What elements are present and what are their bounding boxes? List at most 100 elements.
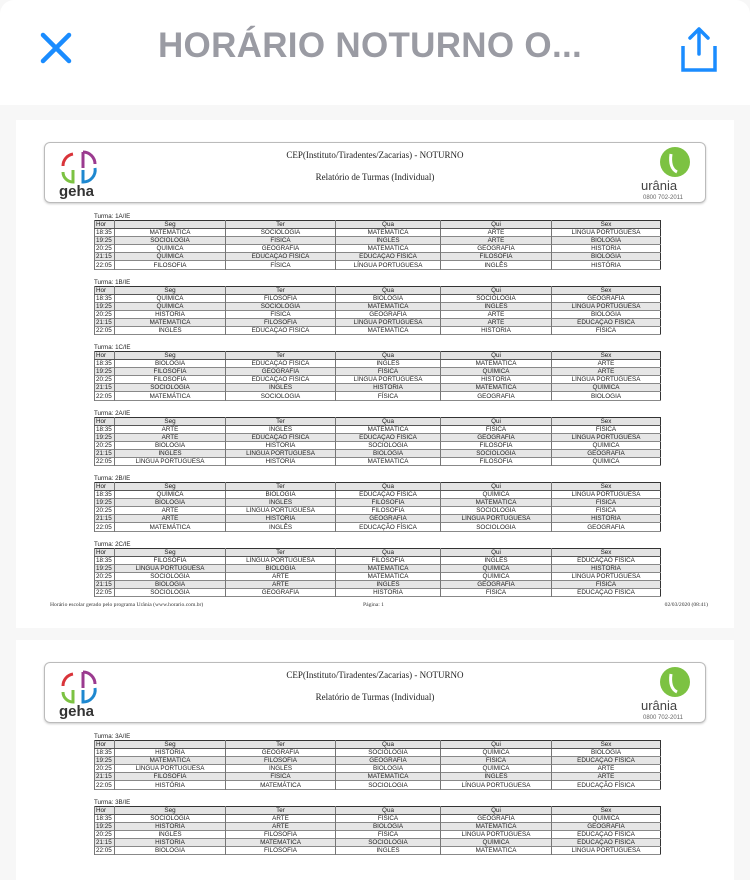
report-subtitle: Relatório de Turmas (Individual) bbox=[315, 172, 435, 182]
subject-cell: FILOSOFIA bbox=[225, 756, 336, 765]
column-header: Ter bbox=[225, 351, 336, 361]
table-row: 22:05 FILOSOFIA FÍSICA LÍNGUA PORTUGUESA ING… bbox=[94, 260, 661, 270]
table-row: 21:15 MATEMÁTICA FILOSOFIA LÍNGUA PORTUGUES… bbox=[94, 318, 661, 327]
subject-cell: INGLÊS bbox=[114, 326, 226, 335]
schedule-table: Hor Seg Ter Qua Qui Sex 18:35 BIOLOGIA EDUCAÇÃO … bbox=[94, 351, 661, 401]
subject-cell: FILOSOFIA bbox=[225, 846, 336, 855]
subject-cell: MATEMÁTICA bbox=[440, 846, 552, 855]
table-row: 22:05 INGLÊS EDUCAÇÃO FÍSICA MATEMÁTICA HIST… bbox=[94, 326, 661, 335]
subject-cell: FILOSOFIA bbox=[335, 498, 441, 507]
subject-cell: INGLÊS bbox=[335, 580, 441, 589]
turma-list: Turma: 1A/IE Hor Seg Ter Qua Qui Sex 18:35 MATEM… bbox=[16, 213, 661, 607]
column-header: Seg bbox=[114, 286, 226, 295]
report-header: geha urânia 0800 702-2011 CEP(Instituto/Tir… bbox=[44, 662, 706, 723]
table-row: 18:35 QUÍMICA FILOSOFIA BIOLOGIA SOCIOLOGIA G… bbox=[94, 294, 661, 303]
column-header: Qui bbox=[440, 286, 552, 295]
svg-text:geha: geha bbox=[59, 183, 95, 200]
subject-cell: SOCIOLOGIA bbox=[440, 506, 552, 515]
subject-cell: QUÍMICA bbox=[114, 294, 226, 303]
subject-cell: GEOGRAFIA bbox=[440, 391, 552, 401]
subject-cell: MATEMÁTICA bbox=[335, 228, 441, 237]
schedule-table: Hor Seg Ter Qua Qui Sex 18:35 QUÍMICA FILOSOFIA B… bbox=[94, 285, 661, 336]
turma-section: Turma: 1B/IE Hor Seg Ter Qua Qui Sex 18:35 QUÍMI… bbox=[94, 279, 661, 346]
column-header: Ter bbox=[225, 548, 336, 557]
subject-cell: FÍSICA bbox=[440, 425, 552, 434]
close-icon[interactable] bbox=[38, 30, 74, 66]
time-cell: 22:05 bbox=[94, 260, 115, 270]
column-header: Qui bbox=[440, 740, 552, 750]
table-row: 21:15 QUÍMICA EDUCAÇÃO FÍSICA EDUCAÇÃO FÍSI… bbox=[94, 252, 661, 261]
subject-cell: LÍNGUA PORTUGUESA bbox=[335, 260, 441, 270]
subject-cell: MATEMÁTICA bbox=[114, 318, 226, 327]
turma-section: Turma: 3A/IE Hor Seg Ter Qua Qui Sex 18:35 HISTÓ… bbox=[94, 733, 661, 800]
subject-cell: MATEMÁTICA bbox=[114, 228, 226, 237]
subject-cell: HISTÓRIA bbox=[114, 838, 226, 847]
subject-cell: LÍNGUA PORTUGUESA bbox=[551, 846, 661, 855]
time-cell: 19:25 bbox=[94, 564, 115, 573]
time-cell: 19:25 bbox=[94, 433, 115, 442]
school-name: CEP(Instituto/Tiradentes/Zacarias) - NOT… bbox=[286, 150, 464, 160]
svg-text:urânia: urânia bbox=[641, 698, 678, 713]
subject-cell: EDUCAÇÃO FÍSICA bbox=[225, 359, 336, 368]
column-header: Seg bbox=[114, 806, 226, 815]
column-header: Qui bbox=[440, 417, 552, 426]
document-page-2: geha urânia 0800 702-2011 CEP(Instituto/Tir… bbox=[16, 640, 734, 880]
subject-cell: LÍNGUA PORTUGUESA bbox=[551, 228, 661, 237]
table-row: 18:35 SOCIOLOGIA ARTE FÍSICA GEOGRAFIA QUÍMIC… bbox=[94, 814, 661, 823]
subject-cell: LÍNGUA PORTUGUESA bbox=[440, 514, 552, 523]
subject-cell: HISTÓRIA bbox=[551, 244, 661, 253]
time-cell: 22:05 bbox=[94, 457, 115, 466]
svg-text:urânia: urânia bbox=[641, 178, 678, 193]
subject-cell: GEOGRAFIA bbox=[551, 449, 661, 458]
subject-cell: FÍSICA bbox=[225, 260, 336, 270]
table-row: 19:25 BIOLOGIA INGLÊS FILOSOFIA MATEMÁTICA FÍ… bbox=[94, 498, 661, 507]
column-header: Hor bbox=[94, 806, 115, 815]
subject-cell: QUÍMICA bbox=[440, 564, 552, 573]
subject-cell: HISTÓRIA bbox=[551, 564, 661, 573]
footer-date: 02/03/2020 (08:41) bbox=[664, 602, 708, 608]
subject-cell: SOCIOLOGIA bbox=[335, 838, 441, 847]
column-header: Ter bbox=[225, 740, 336, 750]
subject-cell: ARTE bbox=[114, 514, 226, 523]
table-row: 21:15 FILOSOFIA FÍSICA MATEMÁTICA INGLÊS ARTE bbox=[94, 772, 661, 781]
column-header: Ter bbox=[225, 482, 336, 492]
subject-cell: FÍSICA bbox=[335, 367, 441, 376]
turma-label: Turma: 2C/IE bbox=[94, 540, 131, 548]
share-icon[interactable] bbox=[680, 26, 718, 72]
table-row: 20:25 BIOLOGIA HISTÓRIA SOCIOLOGIA FILOSOFIA… bbox=[94, 441, 661, 450]
table-header-row: Hor Seg Ter Qua Qui Sex bbox=[94, 482, 661, 492]
table-header-row: Hor Seg Ter Qua Qui Sex bbox=[94, 286, 661, 295]
subject-cell: EDUCAÇÃO FÍSICA bbox=[551, 556, 661, 565]
report-subtitle: Relatório de Turmas (Individual) bbox=[315, 692, 435, 702]
column-header: Seg bbox=[114, 740, 226, 750]
column-header: Sex bbox=[551, 286, 661, 295]
subject-cell: ARTE bbox=[440, 310, 552, 319]
subject-cell: ARTE bbox=[225, 572, 336, 581]
table-row: 22:05 LÍNGUA PORTUGUESA HISTÓRIA MATEMÁTICA… bbox=[94, 457, 661, 466]
report-header: geha urânia 0800 702-2011 CEP(Instituto/Tir… bbox=[44, 142, 706, 203]
subject-cell: GEOGRAFIA bbox=[225, 367, 336, 376]
column-header: Sex bbox=[551, 220, 661, 230]
subject-cell: EDUCAÇÃO FÍSICA bbox=[225, 252, 336, 261]
subject-cell: LÍNGUA PORTUGUESA bbox=[225, 556, 336, 565]
schedule-table: Hor Seg Ter Qua Qui Sex 18:35 FILOSOFIA LÍNGUA P… bbox=[94, 547, 661, 598]
subject-cell: ARTE bbox=[114, 425, 226, 434]
subject-cell: FÍSICA bbox=[551, 425, 661, 434]
column-header: Seg bbox=[114, 351, 226, 361]
column-header: Qua bbox=[335, 740, 441, 750]
subject-cell: FÍSICA bbox=[335, 814, 441, 823]
column-header: Qua bbox=[335, 417, 441, 426]
subject-cell: ARTE bbox=[551, 359, 661, 368]
subject-cell: GEOGRAFIA bbox=[335, 756, 441, 765]
time-cell: 20:25 bbox=[94, 244, 115, 253]
subject-cell: SOCIOLOGIA bbox=[335, 748, 441, 757]
footer-generator: Horário escolar gerado pelo programa Urâ… bbox=[50, 602, 204, 608]
column-header: Ter bbox=[225, 286, 336, 295]
subject-cell: MATEMÁTICA bbox=[114, 522, 226, 532]
table-row: 18:35 ARTE INGLÊS MATEMÁTICA FÍSICA FÍSICA bbox=[94, 425, 661, 434]
subject-cell: GEOGRAFIA bbox=[551, 522, 661, 532]
subject-cell: GEOGRAFIA bbox=[551, 294, 661, 303]
time-cell: 21:15 bbox=[94, 514, 115, 523]
column-header: Ter bbox=[225, 220, 336, 230]
subject-cell: ARTE bbox=[225, 822, 336, 831]
